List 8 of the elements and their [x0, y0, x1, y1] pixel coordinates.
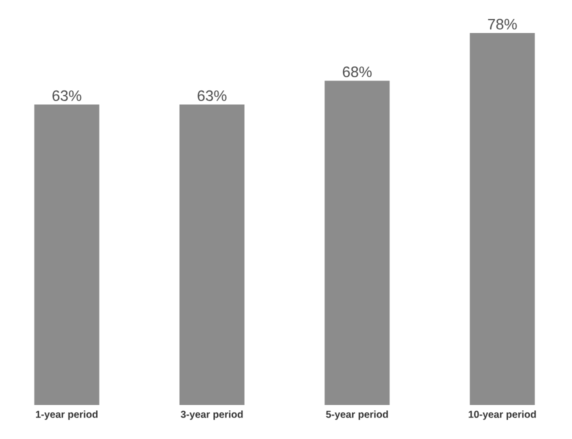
x-tick-label: 1-year period [36, 410, 98, 420]
x-tick-label: 3-year period [180, 410, 243, 420]
data-label: 68% [342, 66, 372, 78]
x-tick-label: 5-year period [326, 410, 388, 420]
x-tick-label: 10-year period [468, 410, 536, 420]
data-label: 63% [52, 90, 82, 101]
data-label: 63% [198, 90, 226, 101]
data-label: 78% [488, 18, 517, 30]
